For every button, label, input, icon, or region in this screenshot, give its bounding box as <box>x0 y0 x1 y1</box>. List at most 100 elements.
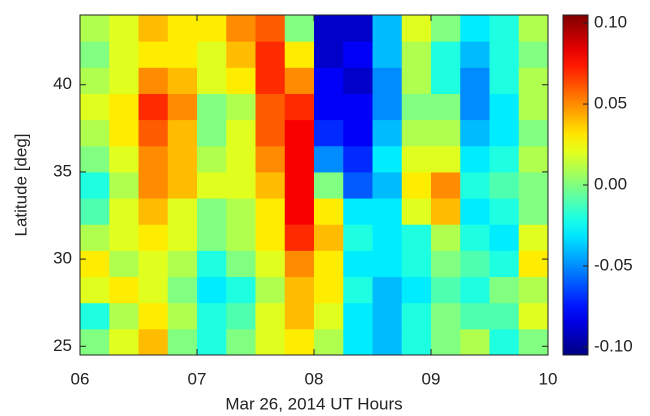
heat-cell <box>197 302 227 330</box>
heat-cell <box>314 15 344 42</box>
heat-cell <box>489 67 520 94</box>
heat-cell <box>518 67 549 94</box>
heat-cell <box>109 328 139 356</box>
heat-cell <box>489 145 520 173</box>
heat-cell <box>226 328 256 356</box>
heat-cell <box>372 302 403 330</box>
heat-cell <box>518 224 549 251</box>
heat-cell <box>314 145 344 173</box>
heat-cell <box>431 15 461 42</box>
heat-cell <box>284 145 315 173</box>
heat-cell <box>80 250 110 278</box>
heat-cell <box>518 171 549 199</box>
heat-cell <box>167 15 198 42</box>
y-tick-label: 30 <box>53 249 72 268</box>
heat-cell <box>80 328 110 356</box>
heat-cell <box>197 67 227 94</box>
heat-cell <box>314 171 344 199</box>
heat-cell <box>314 276 344 304</box>
heat-cell <box>401 302 432 330</box>
heat-cell <box>489 41 520 68</box>
heat-cell <box>167 119 198 147</box>
heat-cell <box>314 224 344 251</box>
heat-cell <box>197 328 227 356</box>
heat-cell <box>138 67 169 94</box>
heat-cell <box>255 93 286 121</box>
heat-cell <box>109 302 139 330</box>
heat-cell <box>138 93 169 121</box>
heat-cell <box>460 276 490 304</box>
heat-cell <box>109 41 139 68</box>
heat-cell <box>343 328 373 356</box>
heat-cell <box>431 224 461 251</box>
heat-cell <box>138 224 169 251</box>
heat-cell <box>80 93 110 121</box>
heat-cell <box>518 93 549 121</box>
heat-cell <box>489 119 520 147</box>
heat-cell <box>314 250 344 278</box>
heat-cell <box>109 171 139 199</box>
y-tick-label: 25 <box>53 336 72 355</box>
heat-cell <box>80 171 110 199</box>
heat-cell <box>284 93 315 121</box>
heat-cell <box>489 198 520 225</box>
heat-cell <box>460 145 490 173</box>
heat-cell <box>401 145 432 173</box>
heat-cell <box>401 119 432 147</box>
heat-cell <box>431 276 461 304</box>
heat-cell <box>138 145 169 173</box>
heat-cell <box>431 67 461 94</box>
heat-cell <box>460 198 490 225</box>
heat-cell <box>167 302 198 330</box>
heat-cell <box>167 198 198 225</box>
heat-cell <box>489 93 520 121</box>
heat-cell <box>197 224 227 251</box>
heat-cell <box>284 67 315 94</box>
heat-cell <box>343 198 373 225</box>
heat-cell <box>226 171 256 199</box>
heat-cell <box>372 171 403 199</box>
heat-cell <box>138 198 169 225</box>
heat-cell <box>518 198 549 225</box>
heat-cell <box>284 41 315 68</box>
y-axis-label: Latitude [deg] <box>11 133 30 236</box>
heat-cell <box>80 67 110 94</box>
heat-cell <box>518 250 549 278</box>
heat-cell <box>314 302 344 330</box>
heat-cell <box>284 328 315 356</box>
heat-cell <box>197 145 227 173</box>
heat-cell <box>80 302 110 330</box>
heat-cell <box>226 276 256 304</box>
heat-cell <box>401 15 432 42</box>
heat-cell <box>518 119 549 147</box>
x-tick-label: 07 <box>188 369 207 388</box>
heat-cell <box>489 302 520 330</box>
heat-cell <box>255 67 286 94</box>
heat-cell <box>343 15 373 42</box>
heat-cell <box>431 119 461 147</box>
heat-cell <box>197 198 227 225</box>
heat-cell <box>80 41 110 68</box>
heat-cell <box>80 119 110 147</box>
heat-cell <box>80 15 110 42</box>
heat-cell <box>109 67 139 94</box>
heat-cell <box>518 41 549 68</box>
heat-cell <box>314 328 344 356</box>
heat-cell <box>372 67 403 94</box>
heat-cell <box>226 15 256 42</box>
heat-cell <box>80 198 110 225</box>
heat-cell <box>197 15 227 42</box>
heat-cell <box>401 41 432 68</box>
heat-cell <box>343 41 373 68</box>
heat-cell <box>372 93 403 121</box>
heat-cell <box>460 250 490 278</box>
heat-cell <box>109 119 139 147</box>
heat-cell <box>109 145 139 173</box>
heat-cell <box>138 250 169 278</box>
heat-cell <box>284 171 315 199</box>
heat-cell <box>431 93 461 121</box>
heat-cell <box>372 224 403 251</box>
heat-cell <box>167 276 198 304</box>
heat-cell <box>226 119 256 147</box>
heat-cell <box>372 145 403 173</box>
